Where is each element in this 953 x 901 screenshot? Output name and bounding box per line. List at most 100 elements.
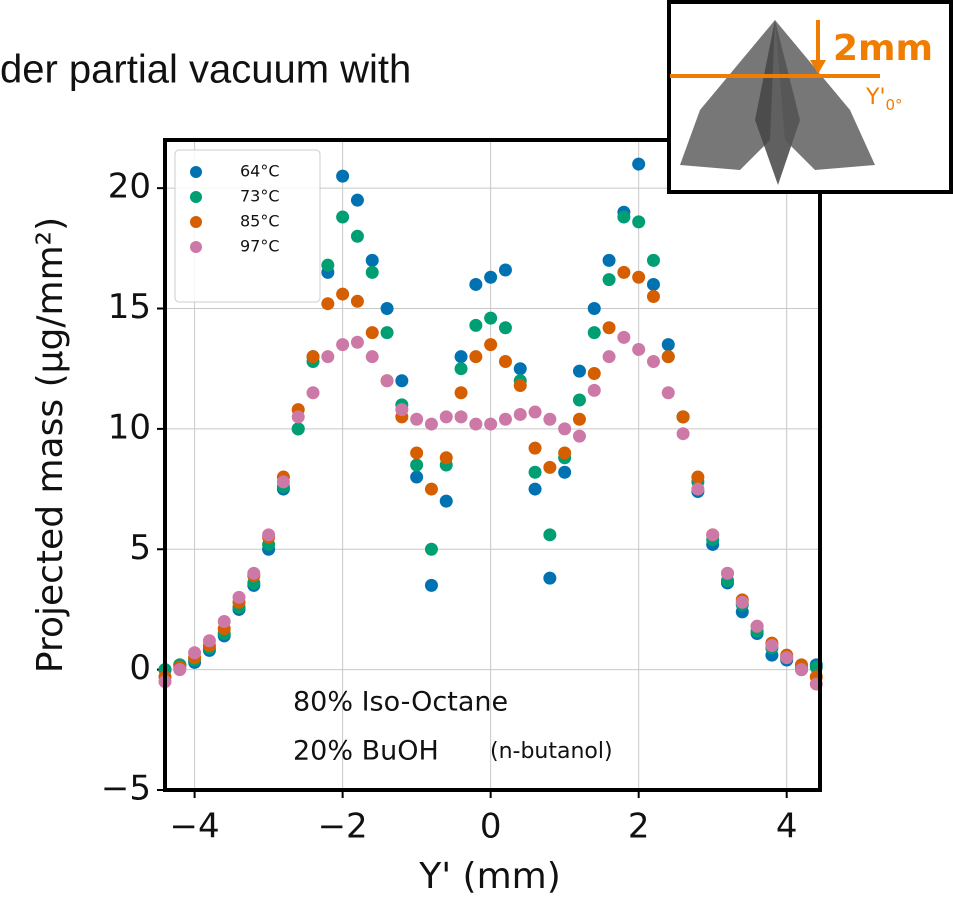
data-point	[336, 287, 350, 301]
data-point	[602, 273, 616, 287]
data-point	[469, 277, 483, 291]
data-point	[410, 412, 424, 426]
annotation: 20% BuOH	[293, 736, 439, 767]
data-point	[232, 590, 246, 604]
data-point	[321, 297, 335, 311]
data-point	[365, 265, 379, 279]
data-point	[380, 302, 394, 316]
inset-label: 2mm	[833, 28, 933, 69]
spray-plume	[680, 20, 775, 170]
data-point	[410, 458, 424, 472]
spray-plume	[775, 20, 875, 170]
data-point	[617, 265, 631, 279]
data-point	[691, 470, 705, 484]
data-point	[469, 350, 483, 364]
data-point	[691, 482, 705, 496]
inset: 2mm Y'0°	[667, 0, 953, 194]
legend-label: 85°C	[240, 212, 280, 231]
data-point	[587, 383, 601, 397]
data-point	[276, 475, 290, 489]
data-point	[602, 350, 616, 364]
data-point	[439, 451, 453, 465]
data-point	[395, 374, 409, 388]
data-point	[587, 302, 601, 316]
legend-label: 73°C	[240, 187, 280, 206]
data-point	[424, 417, 438, 431]
data-point	[572, 393, 586, 407]
data-point	[498, 354, 512, 368]
data-point	[291, 410, 305, 424]
data-point	[439, 410, 453, 424]
data-point	[484, 311, 498, 325]
y-tick-label: −5	[101, 769, 151, 809]
inset-axis-sub: 0°	[886, 96, 903, 114]
data-point	[365, 253, 379, 267]
data-point	[217, 614, 231, 628]
data-point	[321, 350, 335, 364]
x-tick-label: 4	[776, 807, 798, 847]
data-point	[513, 362, 527, 376]
data-point	[632, 270, 646, 284]
data-point	[350, 335, 364, 349]
data-point	[454, 410, 468, 424]
legend-marker	[190, 216, 202, 228]
data-point	[380, 326, 394, 340]
data-point	[706, 528, 720, 542]
legend-label: 64°C	[240, 162, 280, 181]
data-point	[262, 528, 276, 542]
x-tick-label: −2	[318, 807, 368, 847]
data-point	[498, 412, 512, 426]
data-point	[572, 364, 586, 378]
legend	[174, 149, 321, 303]
y-tick-label: 20	[108, 167, 151, 207]
legend-marker	[190, 241, 202, 253]
chart-title: der partial vacuum with	[0, 48, 411, 92]
data-point	[528, 465, 542, 479]
data-point	[572, 412, 586, 426]
data-point	[735, 595, 749, 609]
data-point	[513, 407, 527, 421]
data-point	[439, 494, 453, 508]
data-point	[484, 417, 498, 431]
data-point	[498, 321, 512, 335]
data-point	[395, 403, 409, 417]
data-point	[558, 422, 572, 436]
data-point	[469, 318, 483, 332]
data-point	[336, 169, 350, 183]
data-point	[543, 571, 557, 585]
data-point	[602, 321, 616, 335]
data-point	[661, 338, 675, 352]
y-axis-label: Projected mass (μg/mm²)	[30, 217, 71, 673]
data-point	[646, 289, 660, 303]
data-point	[528, 482, 542, 496]
data-point	[365, 350, 379, 364]
data-point	[780, 651, 794, 665]
data-point	[646, 277, 660, 291]
data-point	[336, 210, 350, 224]
data-point	[484, 338, 498, 352]
data-point	[661, 386, 675, 400]
y-tick-label: 10	[108, 407, 151, 447]
data-point	[617, 330, 631, 344]
data-point	[188, 646, 202, 660]
data-point	[617, 210, 631, 224]
data-point	[513, 379, 527, 393]
plot-frame	[163, 138, 822, 792]
legend-marker	[190, 191, 202, 203]
data-point	[202, 634, 216, 648]
data-point	[661, 350, 675, 364]
data-point	[321, 258, 335, 272]
data-point	[632, 215, 646, 229]
data-point	[543, 412, 557, 426]
y-tick-label: 15	[108, 287, 151, 327]
data-point	[336, 338, 350, 352]
legend-label: 97°C	[240, 237, 280, 256]
data-point	[676, 427, 690, 441]
data-point	[454, 362, 468, 376]
data-point	[350, 294, 364, 308]
data-point	[587, 367, 601, 381]
data-point	[424, 542, 438, 556]
data-point	[632, 157, 646, 171]
y-tick-label: 0	[129, 648, 151, 688]
data-point	[454, 350, 468, 364]
